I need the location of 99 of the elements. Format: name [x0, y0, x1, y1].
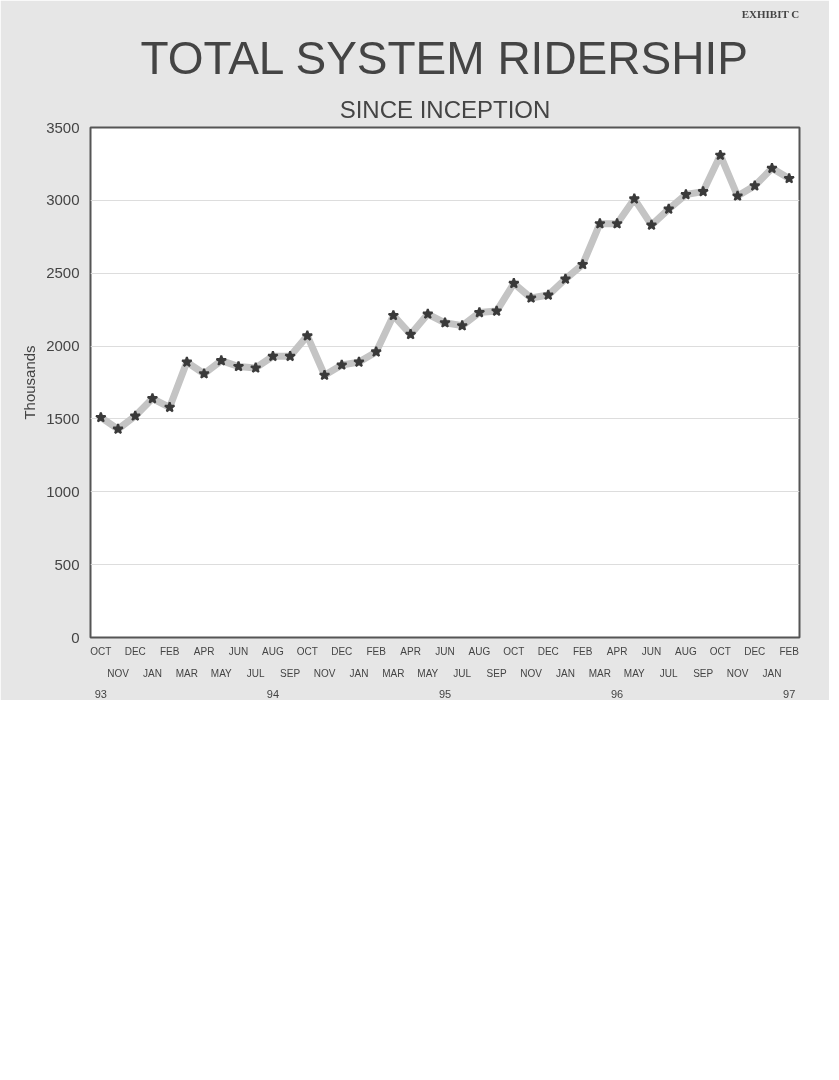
- text: 95: [438, 687, 452, 700]
- point: [645, 219, 658, 231]
- y-tick-label: 1500: [46, 409, 80, 427]
- y-tick-label: 1000: [46, 482, 80, 500]
- point: [662, 203, 675, 215]
- x-tick-label: JUL: [659, 667, 679, 679]
- point: [508, 277, 520, 289]
- x-tick-label: NOV: [520, 667, 543, 679]
- y-tick-label: 3000: [46, 191, 80, 209]
- text: 97: [783, 687, 796, 700]
- point: [594, 217, 606, 229]
- point: [576, 258, 589, 270]
- point: [353, 356, 365, 368]
- x-tick-label: NOV: [107, 667, 130, 679]
- y-axis-title: Thousands: [21, 345, 39, 420]
- point: [301, 329, 314, 341]
- point: [335, 359, 348, 371]
- point: [456, 319, 468, 331]
- x-tick-label: MAY: [417, 667, 439, 679]
- point: [163, 401, 176, 413]
- x-tick-label: SEP: [280, 667, 301, 679]
- x-tick-label: APR: [400, 645, 421, 657]
- x-tick-label: JUL: [453, 667, 472, 679]
- x-tick-label: MAR: [382, 667, 405, 679]
- x-tick-label: JUN: [228, 645, 249, 657]
- point: [112, 423, 124, 435]
- point: [181, 356, 193, 368]
- x-tick-label: FEB: [366, 645, 387, 657]
- point: [559, 273, 572, 285]
- x-tick-label: DEC: [537, 645, 559, 657]
- point: [284, 350, 296, 362]
- text: 96: [610, 687, 624, 700]
- point: [267, 350, 279, 362]
- x-tick-label: APR: [606, 645, 628, 657]
- point: [542, 289, 555, 301]
- x-tick-label: JAN: [349, 667, 369, 679]
- point: [198, 367, 210, 379]
- x-tick-label: JUN: [641, 645, 662, 657]
- text: EXHIBIT C: [741, 7, 800, 20]
- x-tick-label: AUG: [675, 645, 697, 657]
- point: [473, 306, 486, 318]
- x-tick-label: AUG: [468, 645, 491, 657]
- point: [680, 188, 692, 200]
- x-tick-label: OCT: [296, 645, 318, 657]
- x-tick-label: JUL: [246, 667, 266, 679]
- point: [318, 369, 331, 381]
- x-tick-label: MAY: [623, 667, 646, 679]
- point: [95, 411, 107, 423]
- x-tick-label: DEC: [744, 645, 766, 657]
- y-tick-label: 0: [71, 628, 80, 646]
- point: [249, 361, 262, 373]
- point: [232, 360, 245, 372]
- y-tick-label: 2500: [46, 264, 80, 282]
- point: [490, 305, 503, 317]
- point: [525, 291, 537, 304]
- point: [387, 309, 400, 321]
- point: [146, 392, 159, 404]
- point: [697, 185, 709, 197]
- point: [611, 217, 623, 229]
- text: 93: [94, 687, 107, 700]
- point: [731, 189, 744, 202]
- x-tick-label: MAY: [210, 667, 233, 679]
- x-tick-label: JUN: [435, 645, 455, 657]
- point: [439, 316, 451, 328]
- point: [422, 308, 434, 320]
- point: [766, 162, 778, 174]
- x-tick-label: FEB: [159, 645, 180, 657]
- point: [404, 328, 417, 340]
- y-tick-label: 3500: [46, 118, 80, 136]
- text: 94: [266, 687, 280, 700]
- x-tick-label: APR: [193, 645, 215, 657]
- x-tick-label: OCT: [709, 645, 731, 657]
- x-tick-label: AUG: [262, 645, 284, 657]
- point: [749, 179, 761, 191]
- chart-subtitle: SINCE INCEPTION: [339, 95, 551, 123]
- x-tick-label: OCT: [503, 645, 525, 657]
- x-tick-label: MAR: [588, 667, 611, 679]
- point: [783, 172, 795, 184]
- x-tick-label: JAN: [556, 667, 575, 679]
- x-tick-label: NOV: [313, 667, 336, 679]
- x-tick-label: DEC: [331, 645, 353, 657]
- x-tick-label: FEB: [779, 645, 800, 657]
- x-tick-label: JAN: [143, 667, 162, 679]
- x-tick-label: MAR: [175, 667, 198, 679]
- x-tick-label: SEP: [486, 667, 507, 679]
- point: [129, 410, 141, 422]
- x-tick-label: FEB: [572, 645, 593, 657]
- x-tick-label: NOV: [726, 667, 749, 679]
- x-tick-label: DEC: [124, 645, 146, 657]
- x-tick-label: JAN: [762, 667, 782, 679]
- x-tick-label: OCT: [90, 645, 112, 657]
- point: [370, 345, 382, 357]
- point: [714, 149, 727, 161]
- y-tick-label: 500: [54, 555, 80, 573]
- chart-title: TOTAL SYSTEM RIDERSHIP: [140, 31, 748, 84]
- x-tick-label: SEP: [693, 667, 714, 679]
- point: [628, 192, 641, 204]
- y-tick-label: 2000: [46, 337, 80, 355]
- point: [215, 354, 228, 366]
